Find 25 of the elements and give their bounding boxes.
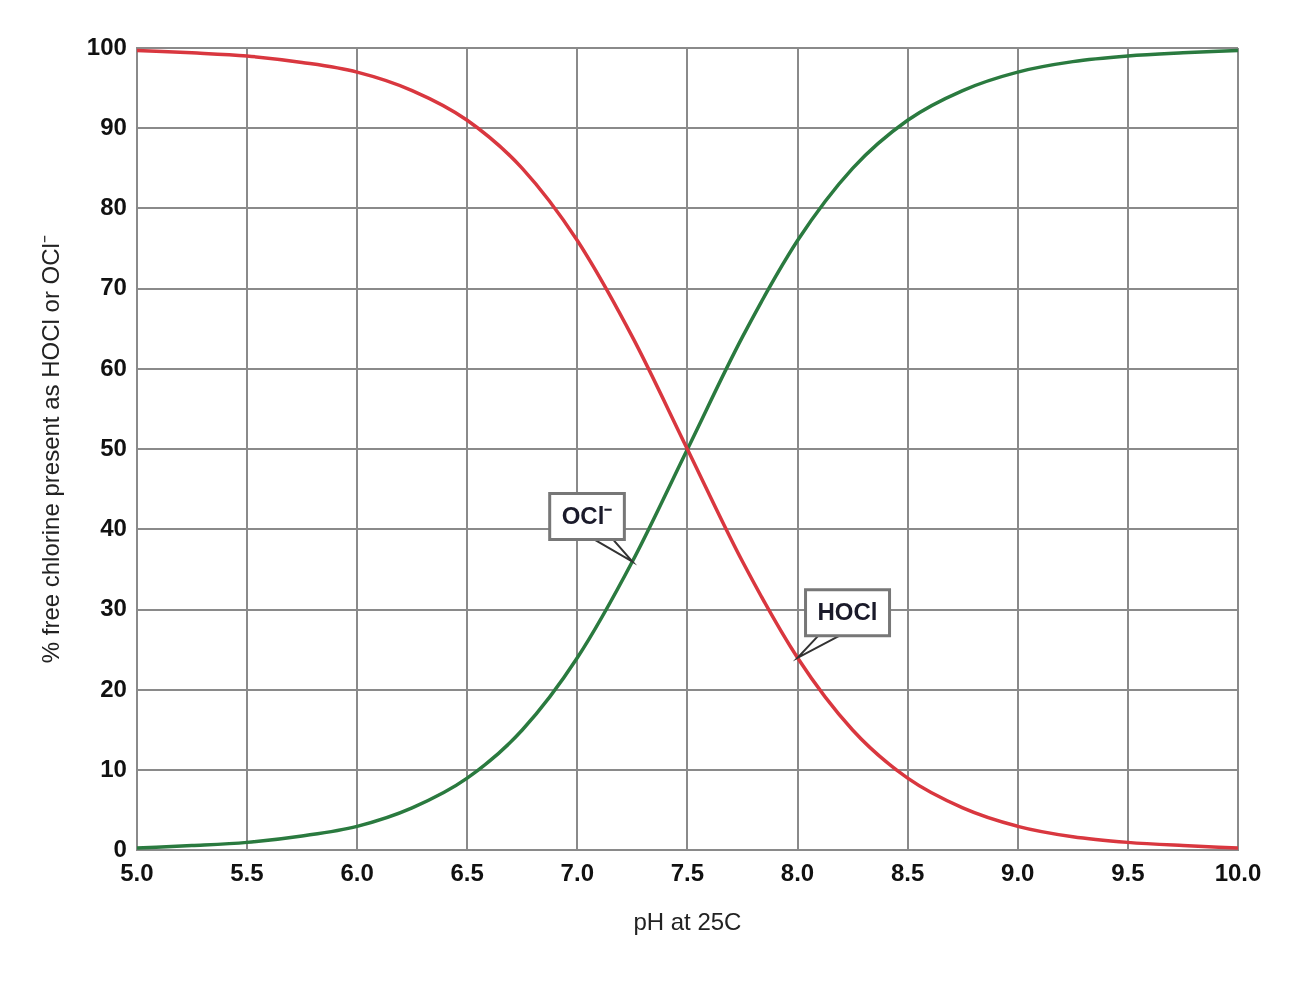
- x-tick-label: 9.5: [1111, 859, 1145, 887]
- x-axis-title: pH at 25C: [633, 908, 742, 936]
- x-tick-label: 9.0: [1001, 859, 1035, 887]
- y-tick-label: 60: [100, 353, 127, 381]
- y-tick-label: 40: [100, 514, 127, 542]
- series-label: OCl⁻: [561, 502, 613, 530]
- y-tick-label: 90: [100, 112, 127, 140]
- x-tick-label: 8.0: [780, 859, 815, 887]
- y-tick-label: 70: [100, 273, 127, 301]
- x-tick-label: 7.5: [670, 859, 705, 887]
- x-tick-label: 5.5: [230, 859, 264, 887]
- y-tick-label: 20: [100, 674, 127, 702]
- y-axis-title: % free chlorine present as HOCl or OCl⁻: [37, 235, 65, 664]
- x-tick-label: 10.0: [1214, 859, 1262, 887]
- x-tick-label: 7.0: [560, 859, 594, 887]
- line-series: [136, 48, 1238, 850]
- y-tick-label: 10: [100, 754, 127, 782]
- series-label: HOCl: [817, 598, 878, 626]
- y-tick-label: 80: [100, 193, 127, 221]
- y-tick-label: 100: [86, 32, 127, 60]
- x-tick-label: 8.5: [890, 859, 925, 887]
- x-tick-label: 6.0: [340, 859, 374, 887]
- y-tick-label: 30: [100, 594, 127, 622]
- y-tick-label: 50: [100, 433, 127, 461]
- x-tick-label: 6.5: [450, 859, 484, 887]
